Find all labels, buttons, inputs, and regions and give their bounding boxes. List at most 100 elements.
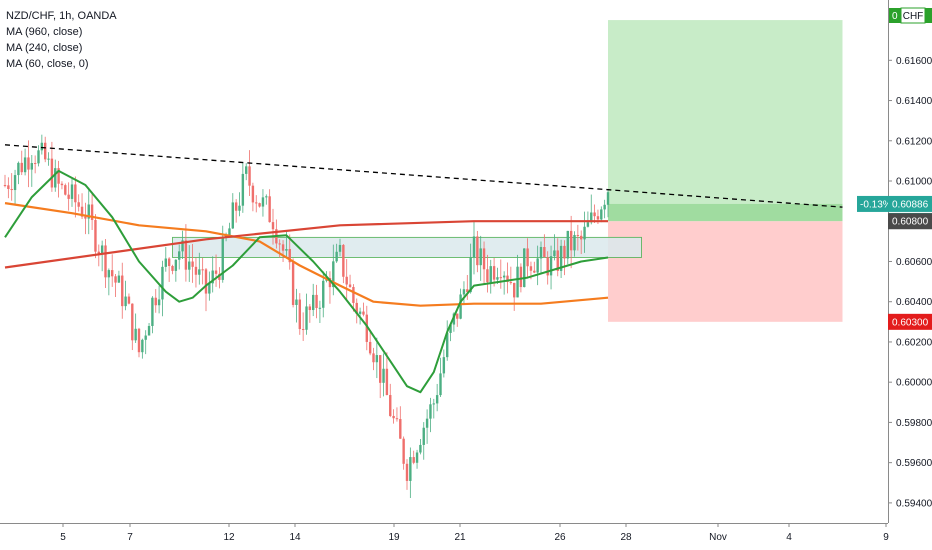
y-tick-label: 0.60000 [896,378,932,389]
price-badge [888,195,932,212]
candle-body [549,256,553,276]
candle-body [191,261,194,267]
candle-body [54,168,57,188]
candle-body [124,296,127,307]
ma60-line [4,169,609,394]
candle-body [456,313,459,319]
candle-body [442,357,446,374]
candle-body [502,275,506,278]
candle-body [174,259,178,271]
candle-body [335,251,338,262]
candle-body [87,204,90,219]
y-tick-label: 0.60400 [896,297,932,308]
y-tick-label: 0.60200 [896,337,932,348]
y-tick-label: 0.61200 [896,136,932,147]
candle-body [271,222,275,230]
candle-body [131,303,134,341]
candles-layer [3,134,610,499]
candle-body [476,236,479,266]
candle-body [539,247,543,259]
y-tick-label: 0.61400 [896,96,932,107]
candle-body [288,249,291,263]
candle-body [368,341,372,354]
candle-body [322,280,325,308]
legend-ma960[interactable]: MA (960, close) [6,26,83,38]
candle-body [33,163,37,165]
candle-body [198,269,201,275]
candle-body [40,142,44,151]
legend-symbol[interactable]: NZD/CHF, 1h, OANDA [6,10,117,22]
candle-body [318,307,322,309]
stop-badge-text: 0.60300 [892,317,929,328]
candle-body [543,247,546,258]
candle-body [536,258,539,273]
candle-body [211,270,214,284]
open-pnl-zone [608,203,843,222]
pct-badge [857,195,889,212]
candle-body [365,314,368,342]
legend-ma60[interactable]: MA (60, close, 0) [6,58,89,70]
candle-body [573,234,576,251]
candle-body [164,258,167,267]
candle-body [3,185,7,187]
candle-body [556,250,559,271]
candle-body [576,234,580,236]
candle-body [372,353,375,363]
candle-body [516,266,519,298]
candle-body [291,262,295,305]
legend-ma240[interactable]: MA (240, close) [6,42,83,54]
candle-body [255,202,258,204]
x-tick-label: 14 [289,532,301,543]
candle-body [214,270,218,274]
candle-body [111,270,114,277]
candle-body [161,266,164,300]
candle-body [167,258,171,267]
candle-body [526,248,529,267]
candle-body [278,243,281,245]
candle-body [395,418,399,420]
candle-body [23,157,27,173]
candle-body [285,249,288,251]
candle-body [188,261,191,270]
candle-body [295,299,298,305]
candle-body [513,282,516,298]
candle-body [194,266,198,275]
zones-layer [172,20,843,322]
candle-body [265,196,268,198]
candle-body [201,269,204,271]
chart-legend: NZD/CHF, 1h, OANDA MA (960, close) MA (2… [6,8,117,72]
candle-body [402,438,405,464]
candle-body [218,273,221,280]
candle-body [13,175,17,191]
ma960-line [4,220,608,269]
candle-body [178,251,181,260]
top-badge-text: 0 [892,11,898,22]
candle-body [137,328,141,353]
candle-body [234,202,238,211]
candle-body [10,188,13,191]
candle-body [90,204,94,220]
candle-body [342,244,345,277]
pct-badge-text: -0.13% [860,199,892,210]
candle-body [74,184,77,203]
candle-body [358,311,362,314]
x-tick-label: 26 [554,532,566,543]
candle-body [586,222,590,227]
candle-body [569,230,573,251]
x-tick-label: Nov [709,532,727,543]
x-tick-label: 19 [388,532,400,543]
candle-body [70,184,74,199]
candle-body [523,248,526,288]
candle-body [362,311,365,315]
candle-body [305,306,308,330]
candle-body [409,457,412,481]
candle-body [64,185,67,195]
candle-body [519,266,523,288]
candle-body [328,278,332,288]
indicator-lines-layer [4,144,843,394]
level-badge-text: 0.60800 [892,217,929,228]
stop-badge [888,313,932,330]
candle-body [449,324,452,333]
